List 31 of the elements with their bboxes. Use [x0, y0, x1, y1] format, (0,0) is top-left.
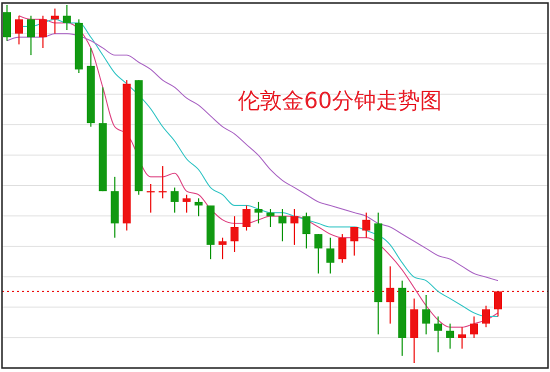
candlestick [350, 226, 358, 256]
text: 伦敦金60分钟走势图 [238, 89, 442, 114]
candlestick [278, 208, 286, 242]
candlestick [170, 186, 179, 214]
candlestick [182, 194, 191, 214]
candlestick [14, 15, 23, 45]
candlestick [290, 208, 298, 246]
candlestick [458, 326, 466, 350]
candlestick [314, 234, 322, 274]
candlestick [326, 237, 334, 274]
candlestick [26, 15, 35, 56]
candlestick [218, 237, 227, 260]
candlestick [158, 166, 167, 199]
candlestick [230, 216, 239, 253]
candlestick [482, 305, 490, 328]
candlestick [362, 212, 370, 238]
candlestick [242, 204, 251, 232]
candlestick [446, 323, 454, 350]
candlestick [62, 4, 71, 31]
candlestick [422, 294, 430, 335]
candlestick [338, 234, 346, 264]
candlestick [146, 183, 155, 214]
candlestick [194, 198, 203, 217]
candlestick [470, 316, 478, 339]
candlestick [302, 212, 310, 250]
candlestick [434, 316, 442, 353]
candlestick [254, 201, 262, 224]
candlestick [38, 15, 47, 49]
candlestick [266, 208, 274, 228]
candlestick [50, 8, 59, 34]
candlestick [386, 266, 394, 324]
